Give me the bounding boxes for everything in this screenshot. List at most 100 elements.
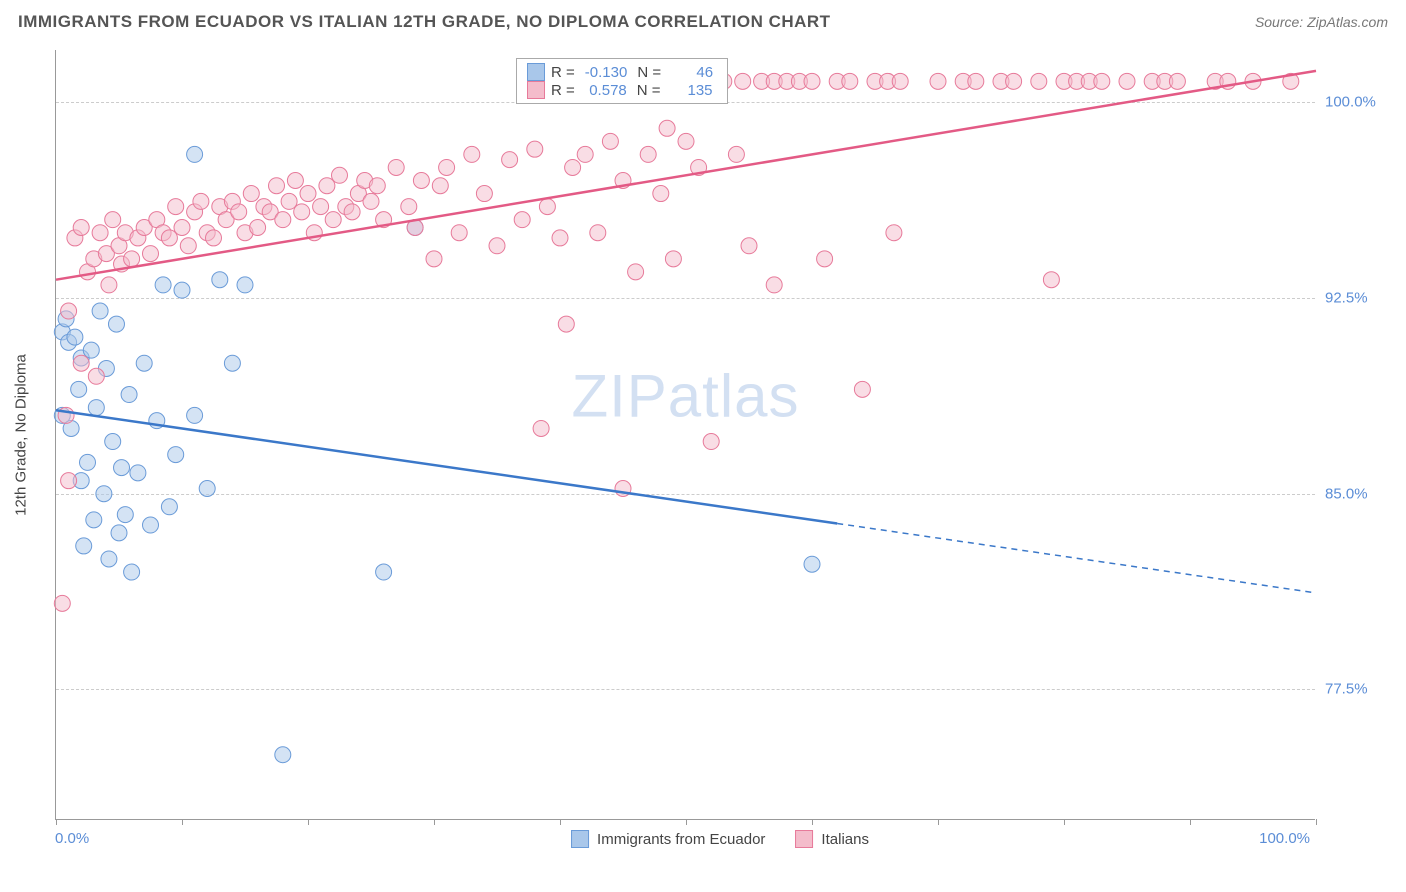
data-point <box>121 387 137 403</box>
data-point <box>565 159 581 175</box>
correlation-legend-box: R = -0.130 N = 46 R = 0.578 N = 135 <box>516 58 728 104</box>
data-point <box>61 473 77 489</box>
data-point <box>275 212 291 228</box>
data-point <box>527 141 543 157</box>
data-point <box>432 178 448 194</box>
trend-line-extrapolated <box>837 523 1316 592</box>
bottom-legend-ecuador: Immigrants from Ecuador <box>571 830 765 848</box>
legend-swatch-italians <box>527 81 545 99</box>
data-point <box>1169 73 1185 89</box>
data-point <box>539 199 555 215</box>
data-point <box>325 212 341 228</box>
data-point <box>136 355 152 371</box>
data-point <box>665 251 681 267</box>
legend-label-ecuador: Immigrants from Ecuador <box>597 831 765 848</box>
data-point <box>426 251 442 267</box>
data-point <box>237 277 253 293</box>
n-label: N = <box>637 64 661 81</box>
data-point <box>187 146 203 162</box>
scatter-plot-svg <box>56 50 1316 820</box>
r-label: R = <box>551 64 575 81</box>
n-value-ecuador: 46 <box>667 64 717 81</box>
data-point <box>92 225 108 241</box>
legend-label-italians: Italians <box>821 831 869 848</box>
data-point <box>80 454 96 470</box>
data-point <box>73 355 89 371</box>
data-point <box>1119 73 1135 89</box>
x-max-label: 100.0% <box>1259 830 1310 847</box>
data-point <box>319 178 335 194</box>
data-point <box>817 251 833 267</box>
data-point <box>124 564 140 580</box>
data-point <box>54 595 70 611</box>
x-tick <box>1316 819 1317 825</box>
data-point <box>174 219 190 235</box>
plot-area: 12th Grade, No Diploma ZIPatlas R = -0.1… <box>55 50 1315 820</box>
data-point <box>300 186 316 202</box>
y-tick-label: 77.5% <box>1325 681 1368 698</box>
data-point <box>143 517 159 533</box>
data-point <box>590 225 606 241</box>
data-point <box>105 434 121 450</box>
x-min-label: 0.0% <box>55 830 89 847</box>
data-point <box>250 219 266 235</box>
data-point <box>502 152 518 168</box>
data-point <box>369 178 385 194</box>
data-point <box>101 277 117 293</box>
data-point <box>73 219 89 235</box>
data-point <box>741 238 757 254</box>
data-point <box>439 159 455 175</box>
data-point <box>281 193 297 209</box>
legend-row-ecuador: R = -0.130 N = 46 <box>527 63 717 81</box>
data-point <box>168 199 184 215</box>
data-point <box>187 407 203 423</box>
data-point <box>61 303 77 319</box>
data-point <box>88 400 104 416</box>
data-point <box>930 73 946 89</box>
data-point <box>161 230 177 246</box>
data-point <box>313 199 329 215</box>
data-point <box>1031 73 1047 89</box>
r-value-ecuador: -0.130 <box>581 64 632 81</box>
source-label: Source: <box>1255 14 1303 30</box>
legend-swatch-italians <box>795 830 813 848</box>
data-point <box>344 204 360 220</box>
data-point <box>552 230 568 246</box>
data-point <box>83 342 99 358</box>
data-point <box>558 316 574 332</box>
r-value-italians: 0.578 <box>581 82 631 99</box>
data-point <box>659 120 675 136</box>
data-point <box>640 146 656 162</box>
data-point <box>174 282 190 298</box>
y-axis-label: 12th Grade, No Diploma <box>13 354 30 516</box>
data-point <box>114 460 130 476</box>
data-point <box>67 329 83 345</box>
data-point <box>376 564 392 580</box>
data-point <box>275 747 291 763</box>
data-point <box>101 551 117 567</box>
data-point <box>117 507 133 523</box>
data-point <box>489 238 505 254</box>
data-point <box>703 434 719 450</box>
data-point <box>212 272 228 288</box>
data-point <box>105 212 121 228</box>
data-point <box>804 556 820 572</box>
data-point <box>363 193 379 209</box>
data-point <box>1043 272 1059 288</box>
data-point <box>464 146 480 162</box>
data-point <box>130 465 146 481</box>
data-point <box>71 381 87 397</box>
bottom-legend: Immigrants from Ecuador Italians <box>571 830 869 848</box>
data-point <box>332 167 348 183</box>
data-point <box>88 368 104 384</box>
data-point <box>199 481 215 497</box>
data-point <box>86 512 102 528</box>
legend-swatch-ecuador <box>527 63 545 81</box>
y-tick-label: 85.0% <box>1325 485 1368 502</box>
data-point <box>92 303 108 319</box>
header: IMMIGRANTS FROM ECUADOR VS ITALIAN 12TH … <box>0 0 1406 40</box>
data-point <box>842 73 858 89</box>
data-point <box>161 499 177 515</box>
data-point <box>1094 73 1110 89</box>
data-point <box>180 238 196 254</box>
